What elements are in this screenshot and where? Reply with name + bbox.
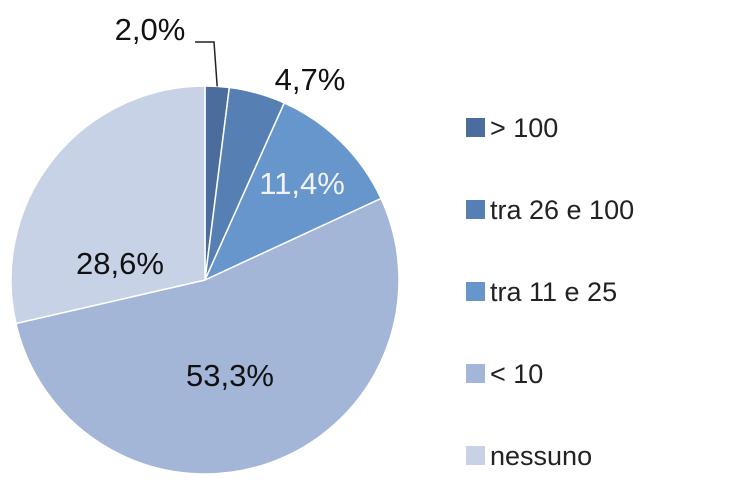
value-label: 53,3% xyxy=(186,358,274,393)
value-label: 2,0% xyxy=(115,12,186,47)
legend-swatch xyxy=(466,364,485,383)
legend-swatch xyxy=(466,200,485,219)
legend-swatch xyxy=(466,282,485,301)
legend-label: < 10 xyxy=(490,359,543,389)
value-label: 28,6% xyxy=(76,246,164,281)
pie-slice xyxy=(15,197,400,475)
legend-label: > 100 xyxy=(490,113,558,143)
value-label: 11,4% xyxy=(259,166,345,201)
legend-swatch xyxy=(466,118,485,137)
pie-slice xyxy=(203,101,383,282)
legend-label: tra 26 e 100 xyxy=(490,195,634,225)
legend-label: tra 11 e 25 xyxy=(490,277,617,307)
legend-swatch xyxy=(466,446,485,465)
legend-label: nessuno xyxy=(490,441,592,471)
pie-slice xyxy=(10,85,206,325)
leader-line xyxy=(195,41,218,87)
value-label: 4,7% xyxy=(275,62,346,97)
